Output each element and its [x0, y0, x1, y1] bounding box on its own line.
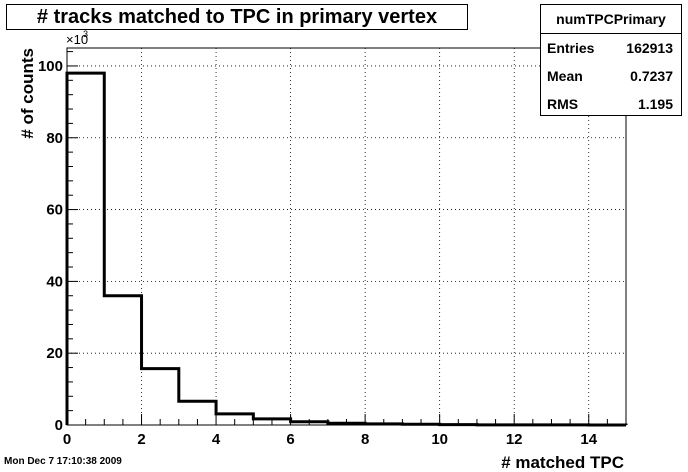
stats-entries-value: 162913 — [626, 40, 673, 56]
x-tick-label: 4 — [212, 431, 221, 448]
x-tick-label: 8 — [361, 431, 369, 448]
histogram-line — [65, 71, 628, 427]
stats-rms-label: RMS — [547, 96, 579, 112]
y-tick-label: 0 — [55, 417, 63, 434]
x-tick-labels: 0 2 4 6 8 10 12 14 — [63, 431, 598, 448]
x-tick-label: 14 — [580, 431, 597, 448]
stats-histogram-name: numTPCPrimary — [541, 5, 681, 34]
timestamp: Mon Dec 7 17:10:38 2009 — [4, 456, 122, 467]
y-tick-label: 100 — [38, 58, 63, 75]
grid-lines — [67, 48, 626, 425]
y-tick-label: 20 — [46, 345, 63, 362]
y-tick-labels: 0 20 40 60 80 100 — [38, 58, 63, 434]
stats-entries-label: Entries — [547, 40, 595, 56]
y-exponent-power: 3 — [83, 29, 88, 39]
x-tick-label: 6 — [286, 431, 294, 448]
stats-rms-value: 1.195 — [637, 96, 673, 112]
y-exponent-base: ×10 — [66, 32, 88, 47]
stats-mean-value: 0.7237 — [630, 68, 673, 84]
chart-title: # tracks matched to TPC in primary verte… — [6, 4, 468, 30]
x-tick-label: 2 — [137, 431, 145, 448]
y-tick-label: 80 — [46, 130, 63, 147]
x-axis-label: # matched TPC — [501, 453, 624, 472]
stats-row-entries: Entries 162913 — [541, 34, 681, 62]
stats-row-mean: Mean 0.7237 — [541, 62, 681, 90]
y-tick-label: 60 — [46, 202, 63, 219]
x-tick-label: 12 — [506, 431, 523, 448]
stats-row-rms: RMS 1.195 — [541, 90, 681, 118]
x-tick-label: 0 — [63, 431, 71, 448]
y-tick-label: 40 — [46, 273, 63, 290]
stats-mean-label: Mean — [547, 68, 583, 84]
x-tick-label: 10 — [431, 431, 448, 448]
y-axis-label: # of counts — [18, 48, 37, 139]
stats-box: numTPCPrimary Entries 162913 Mean 0.7237… — [540, 4, 682, 116]
